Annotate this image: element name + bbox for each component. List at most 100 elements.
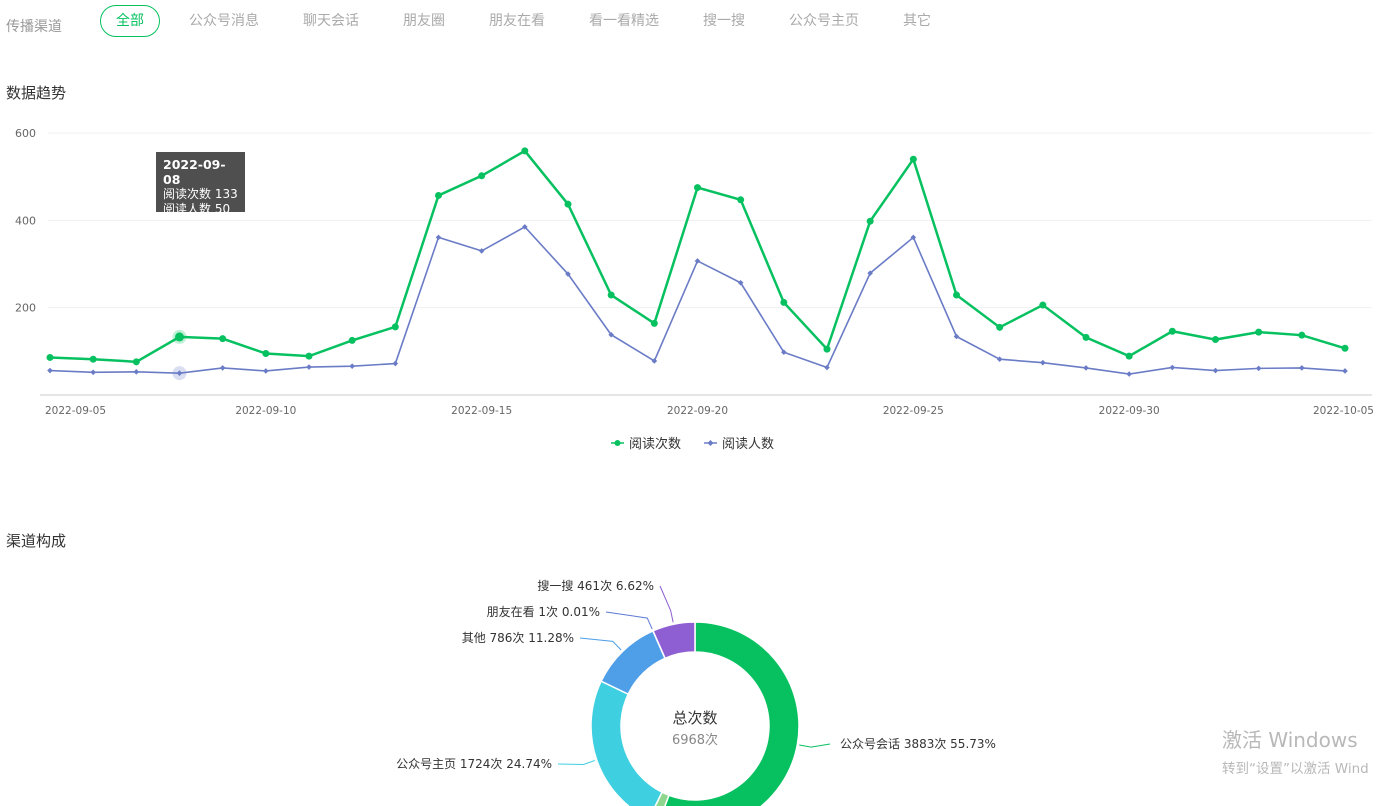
data-point-readers — [1083, 365, 1089, 371]
trend-section-title: 数据趋势 — [6, 84, 67, 102]
data-point-reads — [694, 184, 701, 192]
x-tick-label: 2022-09-05 — [45, 405, 106, 417]
data-point-readers — [176, 370, 183, 376]
x-tick-label: 2022-09-10 — [235, 405, 296, 417]
data-point-reads — [607, 291, 615, 299]
series-line-1 — [49, 225, 1346, 375]
data-point-readers — [349, 363, 355, 369]
tooltip-reads: 阅读次数 133 — [163, 187, 238, 201]
data-point-readers — [392, 360, 399, 367]
data-point-readers — [910, 234, 917, 241]
tab-7[interactable]: 公众号主页 — [789, 13, 859, 29]
data-point-reads — [1341, 344, 1349, 352]
data-point-readers — [47, 367, 53, 374]
slice-label: 公众号会话 3883次 55.73% — [840, 737, 996, 751]
data-point-reads — [1255, 328, 1263, 336]
data-point-reads — [348, 336, 356, 344]
donut-slice — [664, 621, 800, 806]
data-point-reads — [1168, 327, 1176, 335]
data-point-readers — [953, 333, 960, 340]
data-point-reads — [262, 350, 270, 358]
slice-label: 公众号主页 1724次 24.74% — [396, 757, 552, 771]
slice-label: 朋友在看 1次 0.01% — [487, 605, 600, 619]
data-point-reads — [521, 147, 529, 155]
data-point-readers — [1255, 365, 1262, 372]
data-point-readers — [1342, 368, 1348, 374]
data-point-readers — [435, 234, 442, 241]
data-point-readers — [996, 356, 1003, 362]
data-point-reads — [564, 200, 572, 208]
data-point-readers — [263, 368, 269, 374]
tab-1[interactable]: 公众号消息 — [189, 13, 259, 29]
x-tick-label: 2022-09-30 — [1099, 405, 1160, 417]
channel-filter-bar: 传播渠道 全部 公众号消息 聊天会话 朋友圈 朋友在看 看一看精选 搜一搜 公众号主页 其它 — [0, 0, 1379, 44]
data-point-readers — [1169, 364, 1176, 371]
data-point-reads — [996, 323, 1004, 331]
tab-3[interactable]: 朋友圈 — [403, 13, 445, 29]
slice-label: 搜一搜 461次 6.62% — [537, 578, 654, 593]
slice-label-line — [605, 611, 653, 630]
data-point-reads — [219, 335, 227, 343]
slice-label-line — [799, 743, 831, 748]
data-point-readers — [565, 271, 571, 277]
data-point-reads — [780, 298, 788, 306]
donut-slice — [652, 621, 696, 660]
x-tick-label: 2022-09-20 — [667, 405, 728, 417]
data-point-readers — [90, 369, 96, 376]
donut-slice — [590, 680, 664, 806]
data-point-readers — [306, 364, 312, 370]
data-point-reads — [435, 191, 442, 199]
data-point-readers — [1040, 359, 1046, 366]
data-point-reads — [953, 291, 960, 299]
data-point-reads — [737, 196, 745, 204]
channel-donut-chart: 公众号会话 3883次 55.73% 公众号主页 1724次 24.74% 其他 7… — [396, 578, 996, 806]
data-point-reads — [1082, 333, 1090, 341]
tab-5[interactable]: 看一看精选 — [589, 13, 659, 29]
slice-label-line — [659, 585, 674, 623]
tab-2[interactable]: 聊天会话 — [303, 13, 359, 29]
donut-center-title: 总次数 — [672, 709, 717, 727]
data-point-reads — [1298, 331, 1306, 339]
tab-4[interactable]: 朋友在看 — [489, 13, 545, 29]
data-point-readers — [737, 279, 744, 286]
data-point-reads — [46, 353, 54, 361]
tab-0[interactable]: 全部 — [100, 5, 160, 37]
data-point-reads — [478, 172, 486, 180]
data-point-readers — [133, 369, 140, 375]
data-point-reads — [1212, 336, 1219, 344]
y-tick-label: 600 — [15, 127, 36, 140]
data-point-reads — [1039, 301, 1047, 309]
data-point-readers — [219, 365, 226, 371]
tab-8[interactable]: 其它 — [903, 13, 931, 29]
slice-label-line — [579, 637, 622, 651]
slice-label-line — [557, 760, 595, 765]
windows-activation-watermark: 激活 Windows 转到“设置”以激活 Wind — [1222, 724, 1369, 777]
donut-center-value: 6968次 — [672, 732, 718, 748]
data-point-reads — [132, 358, 140, 366]
data-point-reads — [866, 217, 874, 225]
data-point-readers — [1299, 365, 1305, 371]
watermark-subtitle: 转到“设置”以激活 Wind — [1222, 761, 1369, 777]
slice-label: 其他 786次 11.28% — [462, 631, 574, 645]
channel-tabs: 全部 公众号消息 聊天会话 朋友圈 朋友在看 看一看精选 搜一搜 公众号主页 其它 — [100, 5, 960, 37]
legend-label: 阅读次数 — [629, 436, 681, 452]
data-point-reads — [823, 345, 831, 353]
data-point-reads — [909, 155, 917, 163]
y-tick-label: 400 — [15, 214, 36, 227]
data-point-readers — [824, 364, 830, 371]
tooltip-date: 2022-09-08 — [163, 157, 226, 187]
y-tick-label: 200 — [15, 302, 36, 315]
data-point-reads — [391, 323, 399, 331]
legend-label: 阅读人数 — [722, 437, 774, 452]
data-point-readers — [867, 270, 873, 276]
data-point-reads — [1125, 352, 1133, 360]
tab-6[interactable]: 搜一搜 — [703, 13, 745, 29]
channel-section-title: 渠道构成 — [6, 532, 67, 550]
tooltip-readers: 阅读人数 50 — [163, 202, 231, 216]
data-point-readers — [781, 349, 787, 356]
data-point-reads — [305, 352, 313, 360]
x-tick-label: 2022-09-25 — [883, 405, 944, 417]
data-point-readers — [522, 224, 528, 230]
trend-line-chart: 200 400 600 2022-09-05 2022-09-10 2022-09-15 2… — [15, 127, 1374, 452]
legend-marker — [614, 440, 621, 446]
